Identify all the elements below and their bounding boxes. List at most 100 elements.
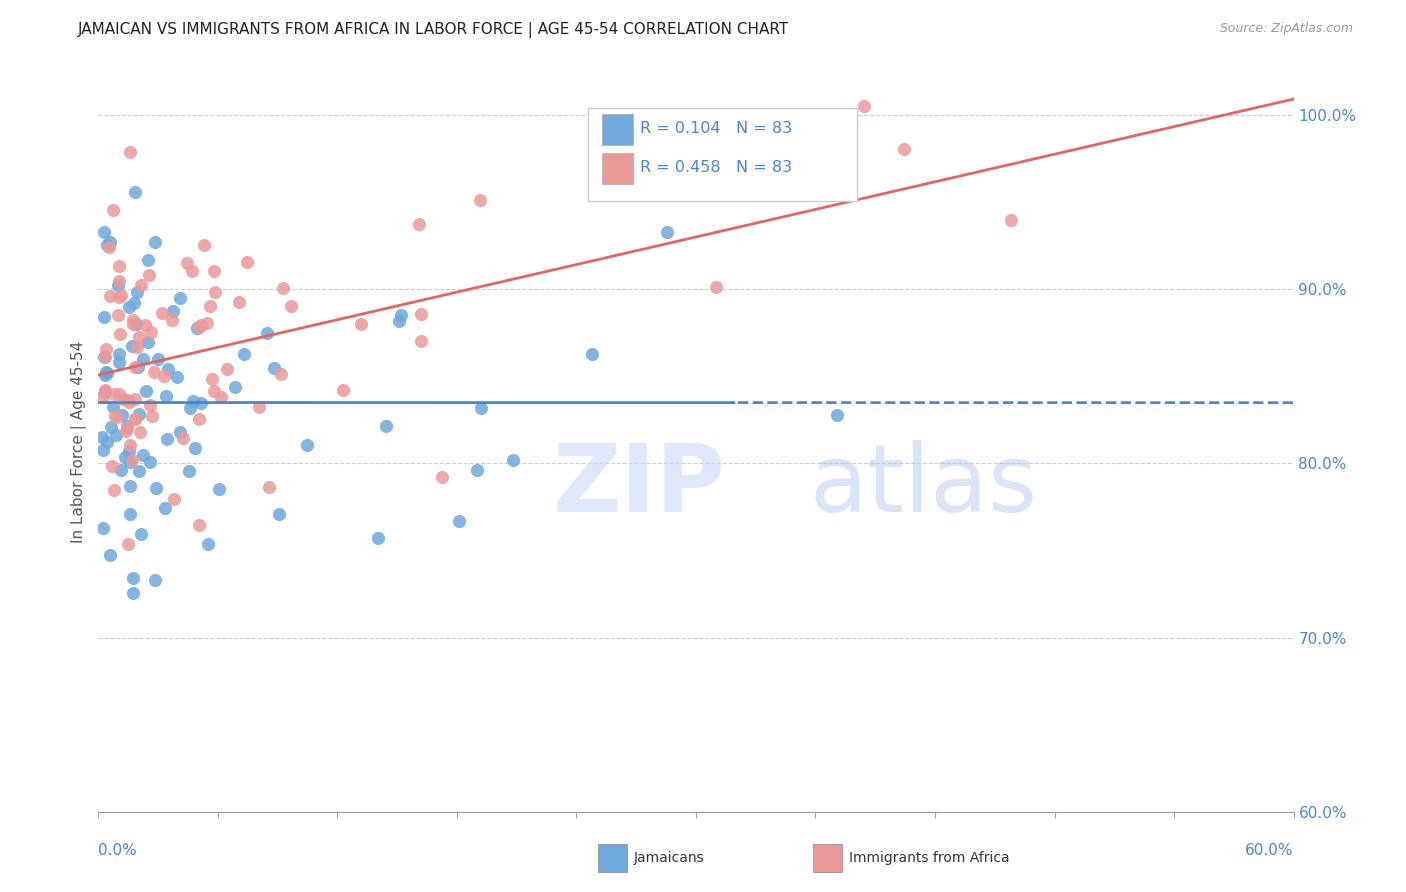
Y-axis label: In Labor Force | Age 45-54: In Labor Force | Age 45-54 (72, 341, 87, 542)
Point (131, 449, 153, 463)
Point (107, 309, 129, 323)
Point (94, 384, 117, 398)
Point (117, 300, 139, 314)
Point (94, 368, 117, 382)
Point (188, 412, 211, 426)
Text: JAMAICAN VS IMMIGRANTS FROM AFRICA IN LABOR FORCE | AGE 45-54 CORRELATION CHART: JAMAICAN VS IMMIGRANTS FROM AFRICA IN LA… (77, 22, 789, 38)
Point (411, 334, 433, 348)
Point (91, 443, 114, 458)
Point (150, 306, 173, 320)
Point (110, 326, 132, 341)
Point (117, 536, 139, 550)
Point (704, 280, 727, 294)
Point (215, 362, 238, 376)
Point (187, 517, 209, 532)
Point (280, 299, 302, 313)
Point (228, 295, 250, 310)
Point (124, 392, 146, 406)
Point (156, 432, 179, 446)
Text: Jamaicans: Jamaicans (634, 851, 704, 864)
Point (270, 367, 292, 381)
Point (741, 160, 763, 174)
Point (128, 330, 150, 344)
Point (349, 318, 371, 332)
Point (233, 346, 256, 360)
Point (114, 450, 136, 465)
Point (181, 393, 204, 408)
Point (179, 464, 201, 478)
Point (122, 312, 145, 326)
Point (134, 318, 156, 332)
Point (93, 225, 115, 239)
Point (172, 431, 194, 445)
Point (145, 481, 167, 495)
Point (208, 483, 231, 497)
Point (104, 409, 127, 424)
Text: ZIP: ZIP (553, 440, 725, 532)
Text: Immigrants from Africa: Immigrants from Africa (849, 851, 1010, 864)
Point (124, 411, 146, 425)
Point (195, 317, 218, 331)
Point (408, 217, 430, 231)
Point (108, 260, 131, 274)
Point (465, 463, 488, 477)
Point (118, 444, 141, 458)
Point (259, 480, 281, 494)
Point (190, 396, 212, 410)
Text: Source: ZipAtlas.com: Source: ZipAtlas.com (1219, 22, 1353, 36)
Point (93, 521, 115, 535)
Point (118, 454, 141, 468)
Point (502, 453, 524, 467)
Point (107, 277, 129, 292)
Point (115, 392, 138, 407)
Point (122, 571, 145, 585)
Point (176, 256, 198, 270)
Point (256, 326, 278, 340)
Point (101, 203, 124, 218)
Point (108, 347, 131, 361)
Point (187, 319, 209, 334)
Point (115, 424, 138, 438)
Point (263, 361, 285, 376)
Point (121, 586, 143, 600)
Point (121, 453, 143, 467)
Point (432, 470, 454, 484)
Text: 60.0%: 60.0% (1246, 843, 1294, 858)
Point (107, 386, 129, 401)
Point (825, 408, 848, 422)
Point (135, 384, 157, 399)
Point (98, 240, 121, 254)
Point (153, 500, 176, 515)
Point (128, 464, 150, 478)
Point (273, 281, 295, 295)
Point (139, 455, 162, 469)
Point (139, 398, 162, 412)
Point (96, 434, 118, 449)
Point (375, 419, 398, 434)
Point (124, 185, 146, 199)
Point (127, 340, 149, 354)
Point (180, 263, 202, 277)
Point (90, 430, 112, 444)
Point (108, 290, 131, 304)
Point (1000, 212, 1022, 227)
Point (162, 303, 184, 318)
Point (143, 235, 166, 249)
Point (96, 365, 118, 379)
Point (121, 339, 143, 353)
Point (155, 389, 177, 403)
Point (132, 352, 155, 367)
Point (94, 384, 117, 399)
Point (124, 412, 146, 426)
Point (105, 409, 128, 424)
Point (186, 321, 208, 335)
Point (139, 326, 162, 340)
FancyBboxPatch shape (598, 844, 627, 872)
FancyBboxPatch shape (602, 153, 633, 184)
Point (138, 268, 160, 282)
Point (209, 390, 232, 404)
Point (112, 392, 135, 406)
Point (122, 296, 145, 310)
Point (98, 289, 121, 303)
Point (138, 253, 160, 268)
